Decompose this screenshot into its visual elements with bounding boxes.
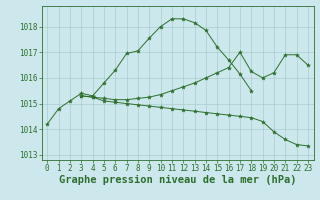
X-axis label: Graphe pression niveau de la mer (hPa): Graphe pression niveau de la mer (hPa)	[59, 175, 296, 185]
